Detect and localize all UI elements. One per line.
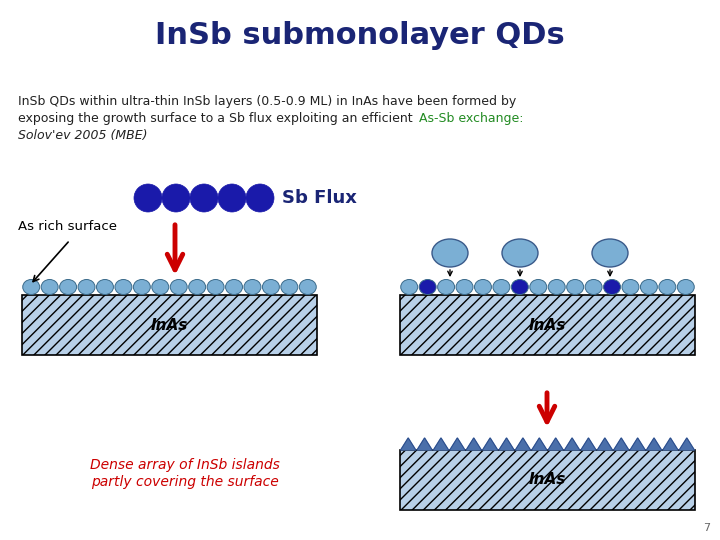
Ellipse shape xyxy=(207,280,224,294)
Text: 7: 7 xyxy=(703,523,710,533)
Polygon shape xyxy=(598,438,613,450)
Text: InSb submonolayer QDs: InSb submonolayer QDs xyxy=(155,21,565,50)
Polygon shape xyxy=(450,438,465,450)
Circle shape xyxy=(162,184,190,212)
Polygon shape xyxy=(516,438,531,450)
Bar xyxy=(400,450,695,510)
Polygon shape xyxy=(679,438,694,450)
Circle shape xyxy=(246,184,274,212)
Ellipse shape xyxy=(133,280,150,294)
Ellipse shape xyxy=(603,280,621,294)
Ellipse shape xyxy=(438,280,454,294)
Ellipse shape xyxy=(622,280,639,294)
Polygon shape xyxy=(647,438,662,450)
Ellipse shape xyxy=(115,280,132,294)
Text: InAs: InAs xyxy=(528,318,566,333)
Polygon shape xyxy=(433,438,449,450)
Ellipse shape xyxy=(281,280,298,294)
Ellipse shape xyxy=(592,239,628,267)
Ellipse shape xyxy=(401,280,418,294)
Ellipse shape xyxy=(456,280,473,294)
Ellipse shape xyxy=(474,280,492,294)
Polygon shape xyxy=(630,438,645,450)
Text: Sb Flux: Sb Flux xyxy=(282,189,357,207)
Ellipse shape xyxy=(60,280,76,294)
Polygon shape xyxy=(663,438,678,450)
Circle shape xyxy=(134,184,162,212)
Text: Solov'ev 2005 (MBE): Solov'ev 2005 (MBE) xyxy=(18,129,148,142)
Ellipse shape xyxy=(678,280,694,294)
Bar xyxy=(22,295,317,355)
Ellipse shape xyxy=(502,239,538,267)
Polygon shape xyxy=(499,438,514,450)
Text: partly covering the surface: partly covering the surface xyxy=(91,475,279,489)
Ellipse shape xyxy=(640,280,657,294)
Ellipse shape xyxy=(530,280,546,294)
Ellipse shape xyxy=(659,280,676,294)
Ellipse shape xyxy=(170,280,187,294)
Ellipse shape xyxy=(41,280,58,294)
Text: InAs: InAs xyxy=(528,472,566,488)
Circle shape xyxy=(190,184,218,212)
Text: Dense array of InSb islands: Dense array of InSb islands xyxy=(90,458,280,472)
Text: InSb QDs within ultra-thin InSb layers (0.5-0.9 ML) in InAs have been formed by: InSb QDs within ultra-thin InSb layers (… xyxy=(18,95,516,108)
Ellipse shape xyxy=(585,280,602,294)
Ellipse shape xyxy=(300,280,316,294)
Polygon shape xyxy=(532,438,547,450)
Circle shape xyxy=(218,184,246,212)
Bar xyxy=(400,295,695,355)
Polygon shape xyxy=(400,438,415,450)
Ellipse shape xyxy=(262,280,279,294)
Text: InAs: InAs xyxy=(150,318,188,333)
Text: As-Sb exchange:: As-Sb exchange: xyxy=(419,112,523,125)
Polygon shape xyxy=(548,438,563,450)
Ellipse shape xyxy=(152,280,168,294)
Polygon shape xyxy=(564,438,580,450)
Polygon shape xyxy=(467,438,481,450)
Text: As rich surface: As rich surface xyxy=(18,220,117,233)
Ellipse shape xyxy=(432,239,468,267)
Polygon shape xyxy=(417,438,432,450)
Ellipse shape xyxy=(96,280,114,294)
Polygon shape xyxy=(613,438,629,450)
Polygon shape xyxy=(581,438,596,450)
Polygon shape xyxy=(482,438,498,450)
Ellipse shape xyxy=(567,280,584,294)
Ellipse shape xyxy=(189,280,206,294)
Ellipse shape xyxy=(225,280,243,294)
Ellipse shape xyxy=(548,280,565,294)
Ellipse shape xyxy=(419,280,436,294)
Ellipse shape xyxy=(23,280,40,294)
Ellipse shape xyxy=(493,280,510,294)
Text: exposing the growth surface to a Sb flux exploiting an efficient: exposing the growth surface to a Sb flux… xyxy=(18,112,417,125)
Ellipse shape xyxy=(511,280,528,294)
Ellipse shape xyxy=(244,280,261,294)
Ellipse shape xyxy=(78,280,95,294)
